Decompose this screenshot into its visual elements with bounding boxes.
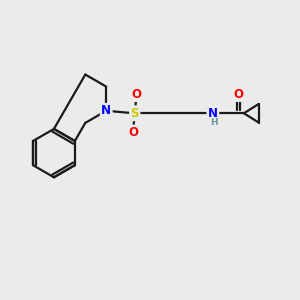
Text: H: H	[210, 118, 218, 127]
Text: S: S	[130, 107, 139, 120]
Text: O: O	[131, 88, 141, 100]
Text: O: O	[233, 88, 243, 100]
Text: N: N	[208, 107, 218, 120]
Text: O: O	[128, 126, 138, 139]
Text: N: N	[101, 104, 111, 117]
